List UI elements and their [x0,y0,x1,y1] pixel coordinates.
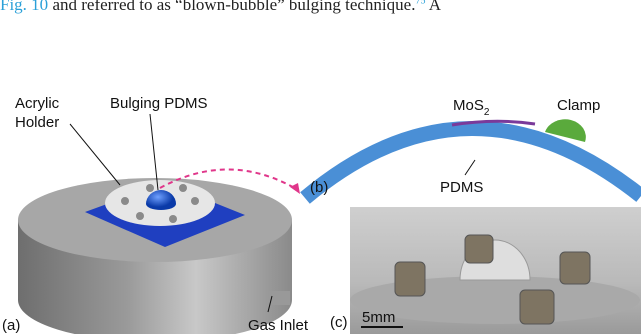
label: PDMS [440,179,483,196]
pointer [70,124,120,185]
label: Bulging PDMS [110,95,208,112]
panel-label: (c) [330,314,348,331]
label-text: MoS [453,97,484,114]
label: Holder [15,114,59,131]
figure: Acrylic Holder Bulging PDMS Gas Inlet (a… [0,0,641,334]
label: Gas Inlet [248,317,309,334]
page: Fig. 10 and referred to as “blown-bubble… [0,0,641,334]
pointer [465,160,475,175]
scale-label: 5mm [362,309,395,326]
arrowhead [290,183,300,194]
panel-label: (b) [310,179,328,196]
label: MoS2 [453,97,490,118]
panel-label: (a) [2,317,20,334]
label: Clamp [557,97,600,114]
label: Acrylic [15,95,60,112]
subscript: 2 [484,107,490,118]
